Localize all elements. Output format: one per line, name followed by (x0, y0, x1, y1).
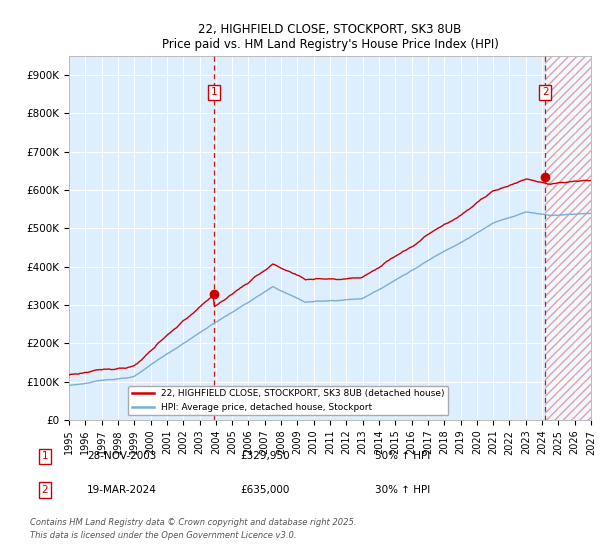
Text: £635,000: £635,000 (240, 485, 289, 495)
Text: 28-NOV-2003: 28-NOV-2003 (87, 451, 157, 461)
Text: Contains HM Land Registry data © Crown copyright and database right 2025.
This d: Contains HM Land Registry data © Crown c… (30, 519, 356, 540)
Text: 50% ↑ HPI: 50% ↑ HPI (375, 451, 430, 461)
Text: 1: 1 (211, 87, 217, 97)
Legend: 22, HIGHFIELD CLOSE, STOCKPORT, SK3 8UB (detached house), HPI: Average price, de: 22, HIGHFIELD CLOSE, STOCKPORT, SK3 8UB … (128, 386, 448, 416)
Text: 1: 1 (41, 451, 49, 461)
Text: 2: 2 (542, 87, 548, 97)
Text: 2: 2 (41, 485, 49, 495)
Title: 22, HIGHFIELD CLOSE, STOCKPORT, SK3 8UB
Price paid vs. HM Land Registry's House : 22, HIGHFIELD CLOSE, STOCKPORT, SK3 8UB … (161, 22, 499, 50)
Text: 30% ↑ HPI: 30% ↑ HPI (375, 485, 430, 495)
Text: 19-MAR-2024: 19-MAR-2024 (87, 485, 157, 495)
Text: £329,950: £329,950 (240, 451, 290, 461)
